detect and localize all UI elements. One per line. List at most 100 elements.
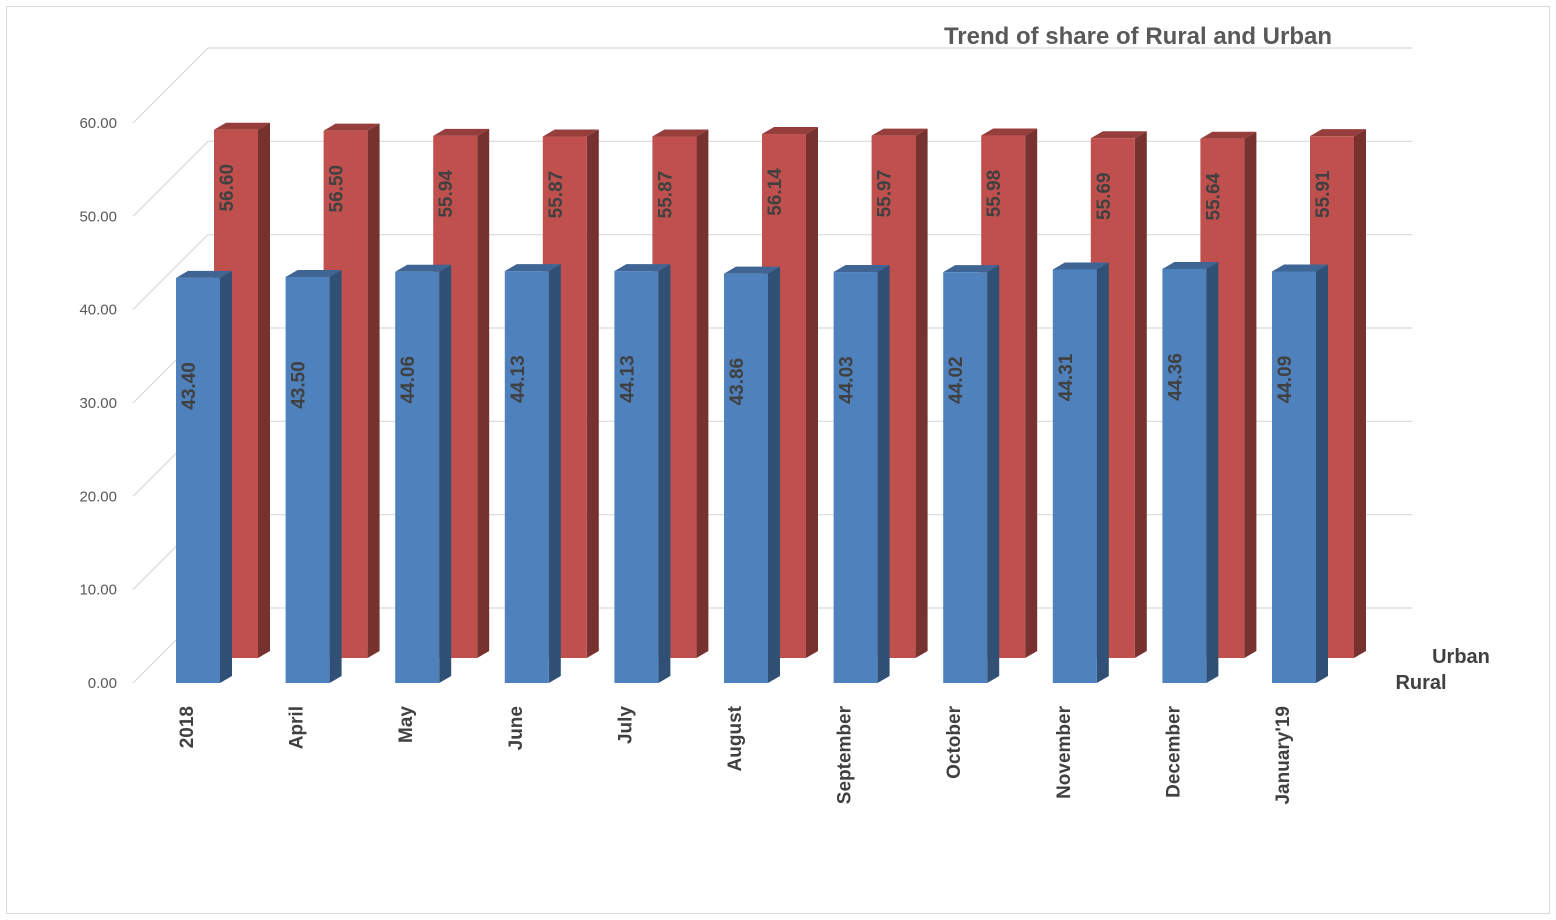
urban-bar-top <box>871 128 928 136</box>
urban-bar <box>214 122 270 658</box>
rural-data-label: 43.40 <box>179 362 200 410</box>
rural-bar-front <box>1052 269 1097 683</box>
urban-data-label: 55.69 <box>1094 172 1115 220</box>
rural-bar-side <box>987 265 1000 683</box>
x-tick-label: September <box>835 705 856 804</box>
urban-data-label: 55.87 <box>655 171 676 219</box>
x-tick-label: November <box>1054 705 1075 799</box>
x-tick-label: June <box>506 706 527 750</box>
rural-bar-side <box>1096 262 1109 683</box>
rural-bar <box>285 270 342 683</box>
rural-bar-top <box>285 270 342 277</box>
rural-bar-top <box>833 265 890 273</box>
y-tick-label: 40.00 <box>79 302 117 319</box>
y-tick-label: 50.00 <box>79 208 117 225</box>
rural-bar-side <box>1316 264 1328 683</box>
urban-bar-top <box>433 128 490 136</box>
x-tick-label: August <box>725 705 746 771</box>
urban-bar-top <box>214 122 270 130</box>
rural-bar-front <box>1272 271 1316 683</box>
urban-bar-top <box>762 127 818 135</box>
urban-bar-side <box>915 128 928 658</box>
series-axis-labels: Urban Rural <box>1395 646 1489 694</box>
chart-title: Trend of share of Rural and Urban <box>944 23 1332 50</box>
rural-bar-top <box>1052 262 1109 270</box>
y-tick-label: 30.00 <box>79 395 117 412</box>
gridline-diagonal <box>132 140 209 217</box>
rural-bar-front <box>943 272 988 683</box>
rural-bar-side <box>220 270 232 683</box>
urban-bar-top <box>652 129 709 137</box>
rural-bar-side <box>877 265 890 683</box>
urban-bar-top <box>1310 129 1366 137</box>
rural-bar-front <box>1162 268 1207 683</box>
rural-bar-front <box>614 271 659 683</box>
rural-data-label: 43.50 <box>289 361 310 409</box>
urban-bar-side <box>696 129 709 659</box>
gridline-diagonal <box>132 47 209 124</box>
rural-bar-side <box>329 270 342 683</box>
rural-bar-front <box>833 272 878 683</box>
urban-bar-top <box>981 128 1038 136</box>
urban-bar-side <box>258 122 270 658</box>
urban-bar-side <box>1025 128 1038 658</box>
rural-series-label: Rural <box>1395 672 1446 694</box>
urban-bar-side <box>806 127 818 658</box>
urban-data-label: 56.50 <box>327 165 348 213</box>
x-tick-label: April <box>287 706 308 749</box>
rural-bar <box>176 270 232 683</box>
x-tick-label: May <box>396 706 417 743</box>
urban-series: 56.60 56.50 55.94 55.87 55.87 56.14 55.97 55.98… <box>214 122 1366 659</box>
rural-bar <box>943 265 1000 683</box>
urban-data-label: 56.14 <box>765 168 786 216</box>
rural-bar-front <box>395 271 440 683</box>
rural-bar <box>1052 262 1109 683</box>
rural-bar-side <box>768 266 780 683</box>
gridline-diagonal <box>132 234 209 311</box>
rural-data-label: 44.31 <box>1056 353 1077 401</box>
y-tick-label: 60.00 <box>79 115 117 132</box>
rural-data-label: 43.86 <box>727 358 748 406</box>
rural-bar <box>1272 264 1328 683</box>
urban-data-label: 55.97 <box>875 170 896 218</box>
rural-bar-top <box>1272 264 1328 272</box>
rural-bar-front <box>724 273 768 683</box>
x-tick-label: 2018 <box>177 706 198 748</box>
urban-bar-top <box>542 129 599 137</box>
rural-bar <box>833 265 890 683</box>
rural-bar-top <box>943 265 1000 273</box>
urban-data-label: 55.98 <box>984 170 1005 218</box>
x-tick-label: December <box>1163 705 1184 797</box>
urban-bar-top <box>1200 131 1257 139</box>
rural-data-label: 44.03 <box>837 356 858 404</box>
urban-bar-top <box>1090 131 1147 139</box>
urban-bar-side <box>477 128 490 659</box>
rural-bar-top <box>176 270 232 278</box>
rural-bar-top <box>614 264 671 272</box>
urban-data-label: 55.94 <box>436 170 457 218</box>
urban-bar-side <box>1134 131 1147 658</box>
urban-data-label: 56.60 <box>217 164 238 212</box>
urban-bar <box>762 127 818 658</box>
rural-data-label: 44.13 <box>508 355 529 403</box>
rural-data-label: 44.02 <box>946 356 967 404</box>
rural-bar-side <box>658 264 671 683</box>
rural-bar <box>1162 261 1219 683</box>
rural-bar-side <box>1206 261 1219 683</box>
urban-bar-side <box>1244 131 1257 658</box>
y-tick-label: 10.00 <box>79 582 117 599</box>
rural-bar <box>504 264 561 683</box>
rural-data-label: 44.09 <box>1275 356 1296 404</box>
y-tick-label: 20.00 <box>79 488 117 505</box>
urban-data-label: 55.64 <box>1203 172 1224 220</box>
rural-data-label: 44.06 <box>398 356 419 404</box>
urban-data-label: 55.87 <box>546 171 567 219</box>
urban-data-label: 55.91 <box>1313 170 1334 218</box>
urban-bar-side <box>1354 129 1366 658</box>
rural-bar <box>614 264 671 683</box>
rural-bar-top <box>724 266 780 274</box>
x-axis: 2018 April May June July August September Octob… <box>177 705 1294 804</box>
urban-series-label: Urban <box>1432 646 1490 668</box>
x-tick-label: January'19 <box>1273 706 1294 805</box>
